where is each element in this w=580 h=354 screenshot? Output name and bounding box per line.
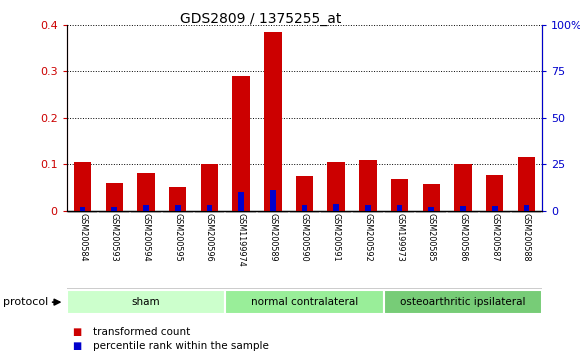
Bar (67, 290, 225, 314)
Bar (233, 76, 250, 211)
Text: percentile rank within the sample: percentile rank within the sample (93, 341, 269, 351)
Text: GSM200594: GSM200594 (142, 213, 150, 262)
Text: sham: sham (132, 297, 160, 307)
Bar (238, 192, 244, 211)
Bar (143, 205, 149, 211)
Text: GSM200585: GSM200585 (427, 213, 436, 262)
Text: GSM200588: GSM200588 (522, 213, 531, 262)
Bar (270, 190, 275, 211)
Bar (296, 176, 313, 211)
Text: transformed count: transformed count (93, 327, 190, 337)
Bar (365, 205, 371, 211)
Text: GSM200595: GSM200595 (173, 213, 182, 262)
Bar (524, 205, 530, 211)
Bar (264, 32, 281, 211)
Bar (518, 157, 535, 211)
Bar (397, 205, 403, 211)
Bar (486, 175, 503, 211)
Bar (359, 160, 376, 211)
Bar (454, 164, 472, 211)
Text: GSM200592: GSM200592 (364, 213, 372, 262)
Text: GDS2809 / 1375255_at: GDS2809 / 1375255_at (180, 12, 342, 27)
Bar (384, 290, 542, 314)
Bar (74, 162, 91, 211)
Bar (111, 207, 117, 211)
Bar (334, 204, 339, 211)
Bar (175, 205, 180, 211)
Text: ■: ■ (72, 341, 82, 351)
Text: GSM199973: GSM199973 (395, 213, 404, 262)
Text: GSM200589: GSM200589 (269, 213, 277, 262)
Text: protocol: protocol (3, 297, 48, 307)
Bar (169, 187, 186, 211)
Text: GSM200591: GSM200591 (332, 213, 340, 262)
Bar (391, 179, 408, 211)
Bar (429, 207, 434, 211)
Text: GSM200584: GSM200584 (78, 213, 87, 262)
Text: GSM1199974: GSM1199974 (237, 213, 245, 267)
Bar (137, 173, 155, 211)
Text: osteoarthritic ipsilateral: osteoarthritic ipsilateral (400, 297, 526, 307)
Text: GSM200593: GSM200593 (110, 213, 119, 262)
Bar (201, 164, 218, 211)
Text: normal contralateral: normal contralateral (251, 297, 358, 307)
Text: ■: ■ (72, 327, 82, 337)
Bar (79, 207, 85, 211)
Text: GSM200596: GSM200596 (205, 213, 214, 262)
Text: GSM200586: GSM200586 (459, 213, 467, 262)
Bar (106, 183, 123, 211)
Bar (302, 205, 307, 211)
Text: GSM200587: GSM200587 (490, 213, 499, 262)
Bar (460, 206, 466, 211)
Text: GSM200590: GSM200590 (300, 213, 309, 262)
Bar (328, 162, 345, 211)
Bar (492, 206, 498, 211)
Bar (225, 290, 384, 314)
Bar (423, 184, 440, 211)
Bar (206, 205, 212, 211)
